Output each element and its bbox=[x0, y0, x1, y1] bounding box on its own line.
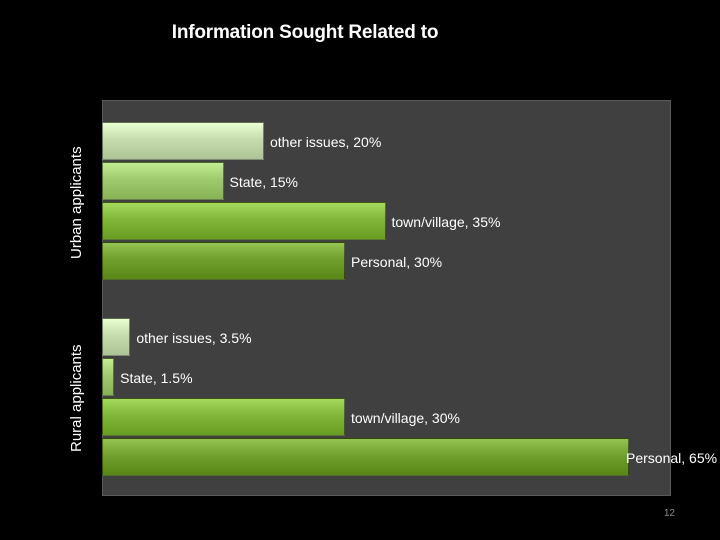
bar-rural-town-village bbox=[102, 398, 345, 436]
data-label: town/village, 30% bbox=[351, 410, 460, 426]
bar-rural-state bbox=[102, 358, 115, 396]
data-label: other issues, 20% bbox=[270, 134, 382, 150]
data-label: town/village, 35% bbox=[391, 214, 501, 230]
slide-number: 12 bbox=[663, 508, 675, 519]
bar-urban-town-village bbox=[102, 202, 386, 240]
bar-rural-other-issues bbox=[102, 318, 131, 356]
chart-title: Information Sought Related to bbox=[171, 22, 439, 43]
data-label: State, 15% bbox=[229, 174, 299, 190]
data-label: other issues, 3.5% bbox=[136, 330, 252, 346]
data-label: Personal, 65% bbox=[626, 450, 718, 466]
bar-urban-state bbox=[102, 162, 224, 200]
bar-urban-personal bbox=[102, 242, 345, 280]
group-label-rural: Rural applicants bbox=[68, 344, 85, 452]
group-label-urban: Urban applicants bbox=[68, 145, 85, 259]
data-label: State, 1.5% bbox=[120, 370, 193, 386]
data-label: Personal, 30% bbox=[351, 254, 443, 270]
bar-rural-personal bbox=[102, 438, 629, 476]
bar-urban-other-issues bbox=[102, 122, 264, 160]
